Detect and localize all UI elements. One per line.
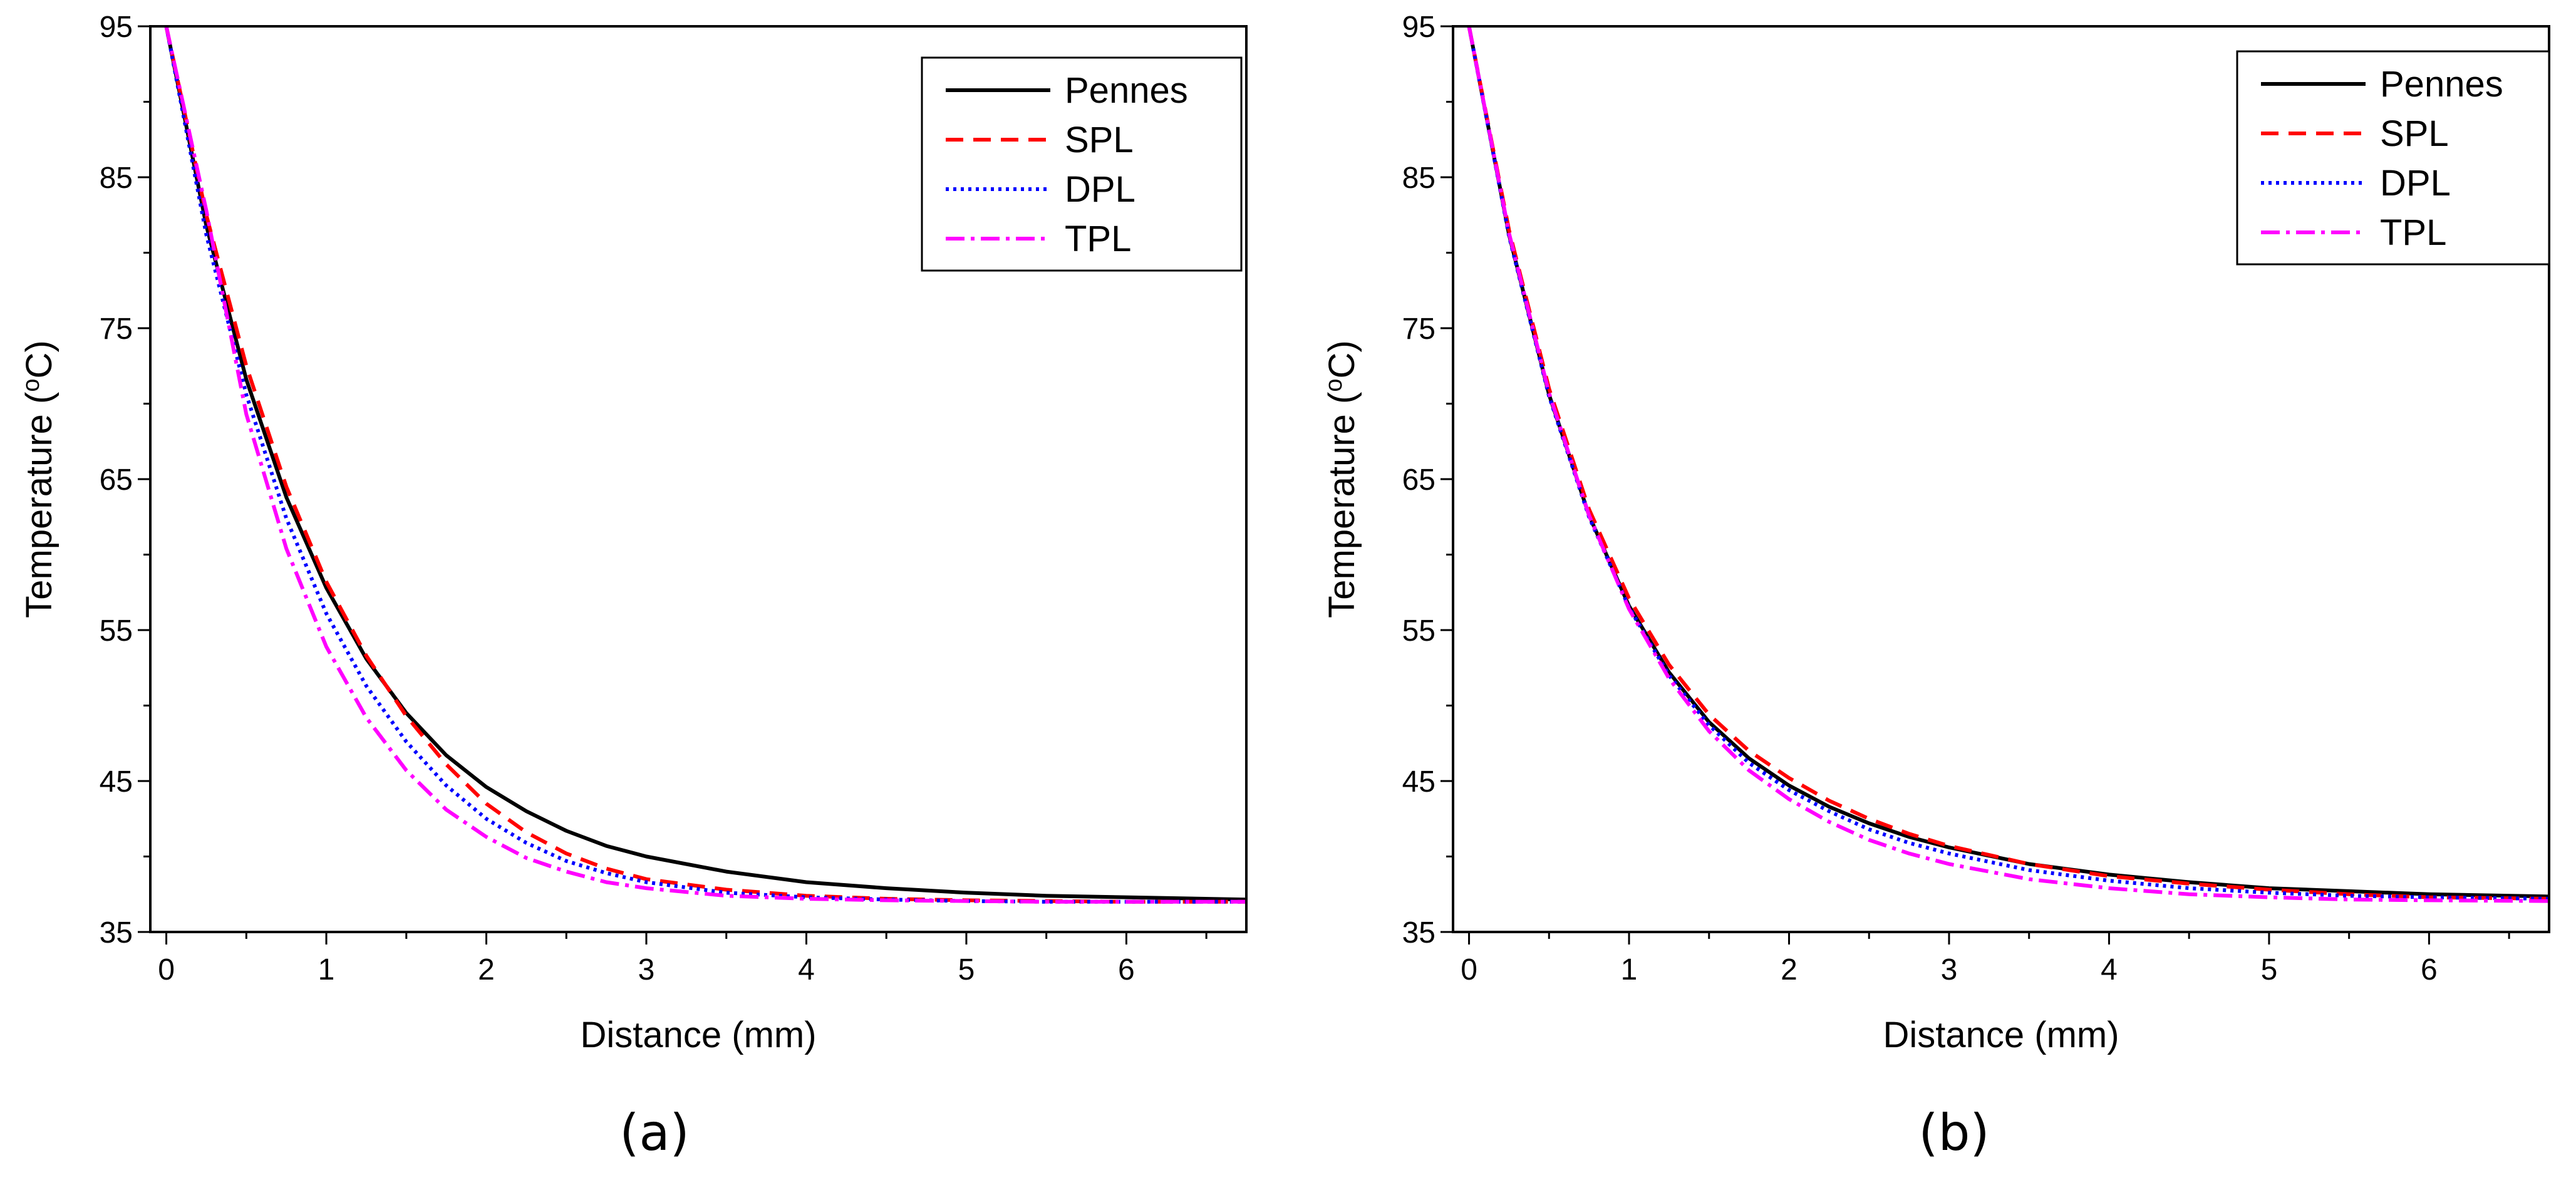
y-tick-label: 55: [1402, 614, 1435, 648]
series-line-dpl: [1467, 26, 2549, 901]
legend-box: [921, 56, 1243, 272]
y-axis-title-unit: C): [19, 340, 59, 378]
legend-label-tpl: TPL: [2380, 212, 2446, 253]
legend-label-pennes: Pennes: [1065, 70, 1188, 111]
x-tick-label: 0: [158, 953, 175, 986]
x-tick-label: 5: [958, 953, 975, 986]
x-tick-label: 1: [318, 953, 335, 986]
x-axis-title: Distance (mm): [580, 1015, 816, 1055]
legend-label-tpl: TPL: [1065, 219, 1131, 259]
y-tick-label: 95: [1402, 11, 1435, 44]
series-line-spl: [1467, 26, 2549, 901]
series-line-tpl: [164, 26, 1246, 904]
x-tick-label: 2: [1781, 953, 1798, 986]
legend-label-spl: SPL: [1065, 120, 1134, 160]
legend: Pennes SPL DPL TPL: [921, 56, 1243, 272]
legend: Pennes SPL DPL TPL: [2236, 50, 2550, 266]
y-axis-title-main: Temperature (: [1322, 392, 1362, 618]
y-tick-label: 75: [100, 313, 133, 346]
x-tick-label: 5: [2261, 953, 2278, 986]
x-tick-label: 2: [478, 953, 495, 986]
y-tick-label: 55: [100, 614, 133, 648]
x-tick-label: 6: [1118, 953, 1135, 986]
series-group: [164, 26, 1246, 904]
x-tick-label: 3: [638, 953, 655, 986]
legend-label-spl: SPL: [2380, 113, 2449, 154]
panel-label: (a): [619, 1104, 689, 1162]
y-tick-label: 45: [100, 765, 133, 799]
series-line-spl: [164, 26, 1246, 904]
legend-label-dpl: DPL: [2380, 163, 2451, 204]
y-tick-label: 65: [100, 463, 133, 497]
x-tick-label: 4: [2101, 953, 2118, 986]
x-tick-label: 3: [1941, 953, 1958, 986]
legend-label-dpl: DPL: [1065, 169, 1135, 210]
series-line-tpl: [1467, 26, 2549, 903]
y-tick-label: 35: [100, 916, 133, 950]
y-axis-title-degree: o: [18, 379, 44, 392]
x-tick-label: 4: [798, 953, 815, 986]
y-tick-label: 85: [100, 162, 133, 195]
series-line-pennes: [164, 26, 1246, 902]
y-tick-label: 95: [100, 11, 133, 44]
panel-label: (b): [1918, 1104, 1989, 1162]
series-group: [1467, 26, 2549, 903]
y-axis-title-main: Temperature (: [19, 392, 59, 618]
y-axis-title-degree: o: [1321, 379, 1347, 392]
y-tick-label: 45: [1402, 765, 1435, 799]
y-axis-title: Temperature (oC): [18, 340, 59, 618]
y-tick-label: 65: [1402, 463, 1435, 497]
y-axis-title: Temperature (oC): [1321, 340, 1362, 618]
legend-box: [2236, 50, 2550, 266]
legend-label-pennes: Pennes: [2380, 64, 2503, 105]
x-tick-label: 6: [2421, 953, 2438, 986]
y-tick-label: 35: [1402, 916, 1435, 950]
y-tick-label: 75: [1402, 313, 1435, 346]
y-axis-title-unit: C): [1322, 340, 1362, 378]
x-axis-title: Distance (mm): [1883, 1015, 2119, 1055]
x-tick-label: 0: [1461, 953, 1477, 986]
y-tick-label: 85: [1402, 162, 1435, 195]
x-tick-label: 1: [1621, 953, 1638, 986]
